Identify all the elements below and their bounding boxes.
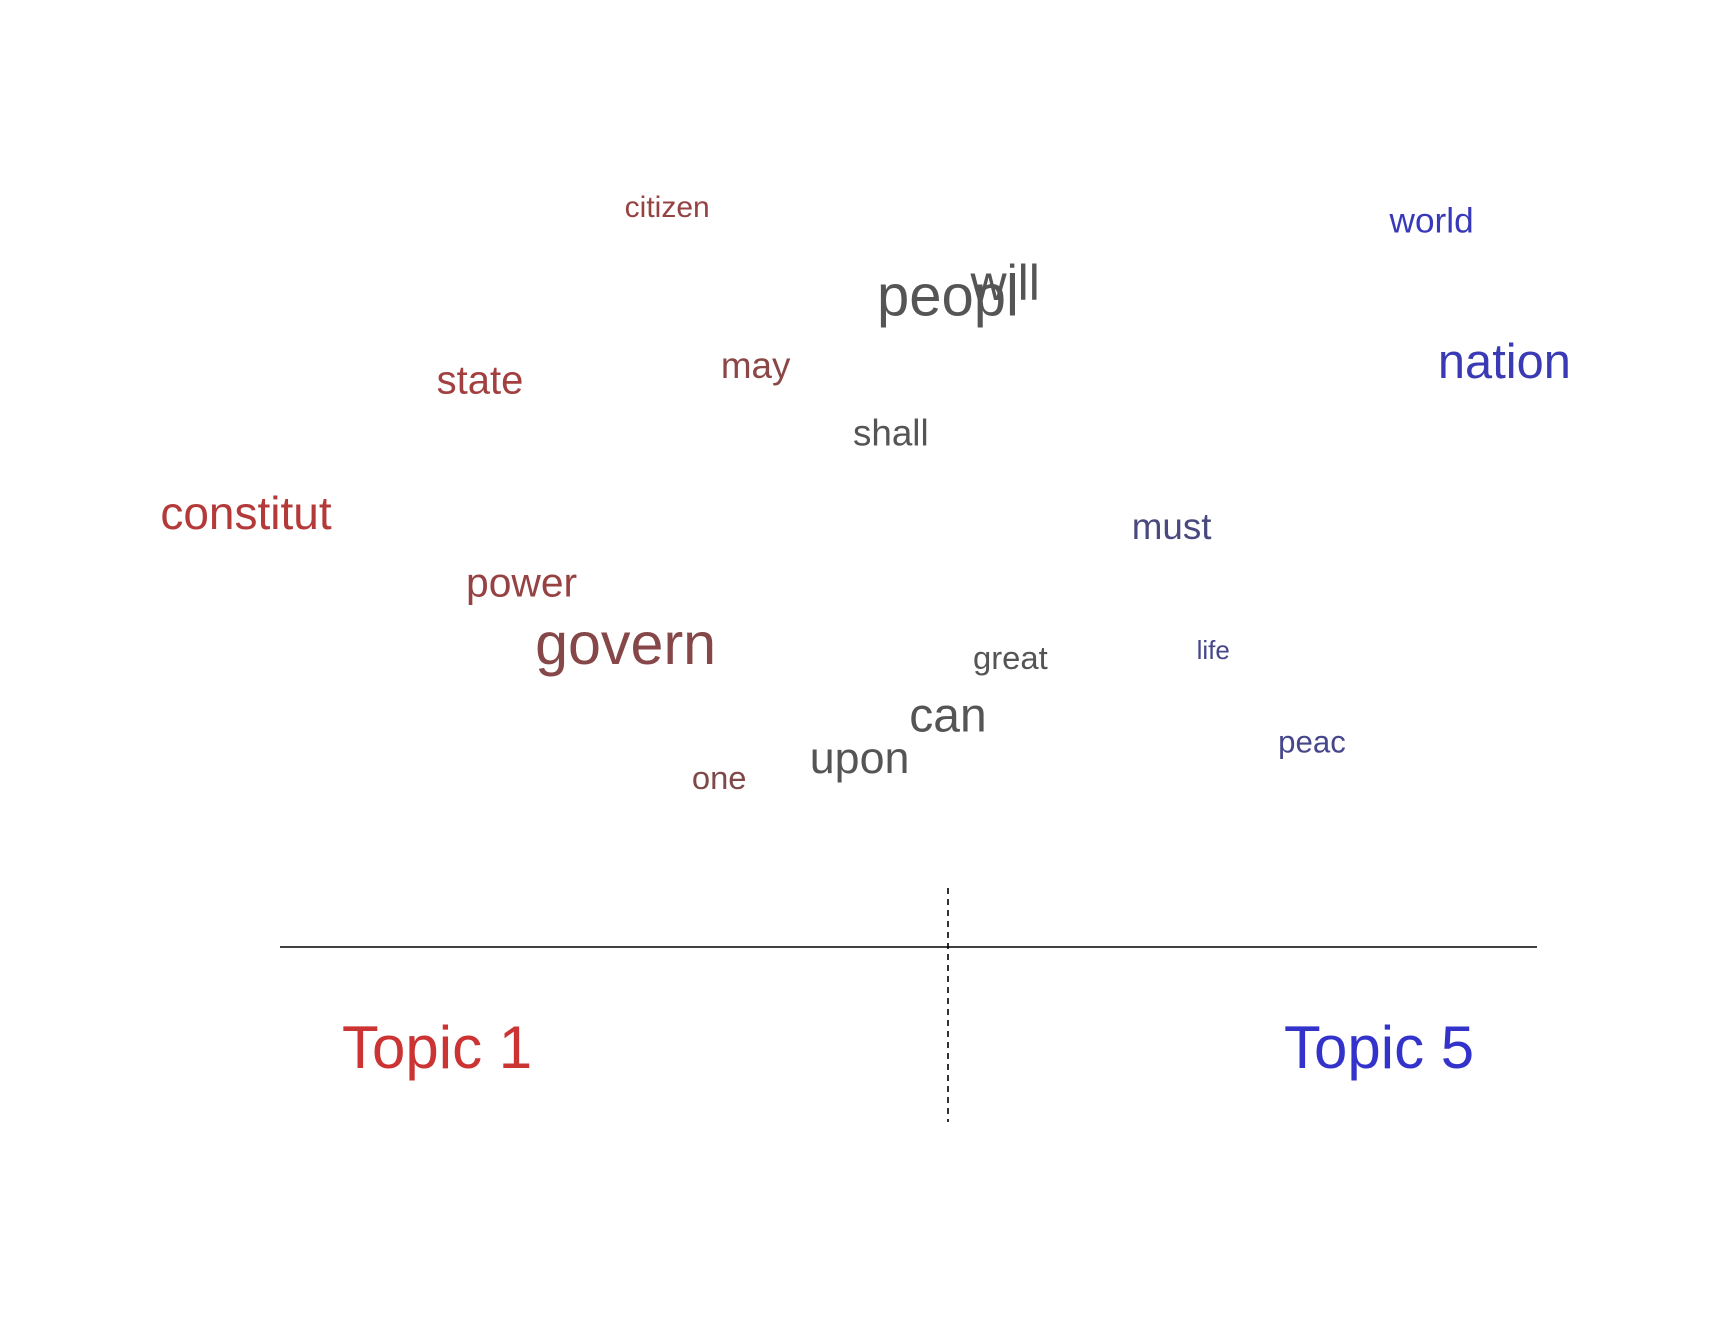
word-label-will: will bbox=[969, 255, 1039, 311]
word-label-upon: upon bbox=[810, 733, 910, 783]
word-label-shall: shall bbox=[853, 413, 929, 454]
word-label-peac: peac bbox=[1278, 724, 1346, 759]
right-topic-label: Topic 5 bbox=[1284, 1014, 1474, 1081]
word-label-govern: govern bbox=[535, 610, 716, 677]
word-label-world: world bbox=[1389, 201, 1474, 240]
word-label-constitut: constitut bbox=[160, 487, 332, 539]
left-topic-label: Topic 1 bbox=[342, 1014, 532, 1081]
word-label-one: one bbox=[692, 759, 747, 796]
word-label-life: life bbox=[1197, 635, 1230, 665]
word-label-citizen: citizen bbox=[625, 191, 710, 224]
word-label-nation: nation bbox=[1438, 335, 1571, 389]
word-label-must: must bbox=[1132, 506, 1212, 547]
word-label-peopl: peopl bbox=[877, 264, 1019, 329]
word-label-can: can bbox=[909, 690, 986, 743]
word-label-power: power bbox=[466, 559, 577, 605]
word-label-great: great bbox=[973, 639, 1048, 676]
word-label-state: state bbox=[437, 359, 524, 403]
word-label-may: may bbox=[721, 345, 791, 386]
